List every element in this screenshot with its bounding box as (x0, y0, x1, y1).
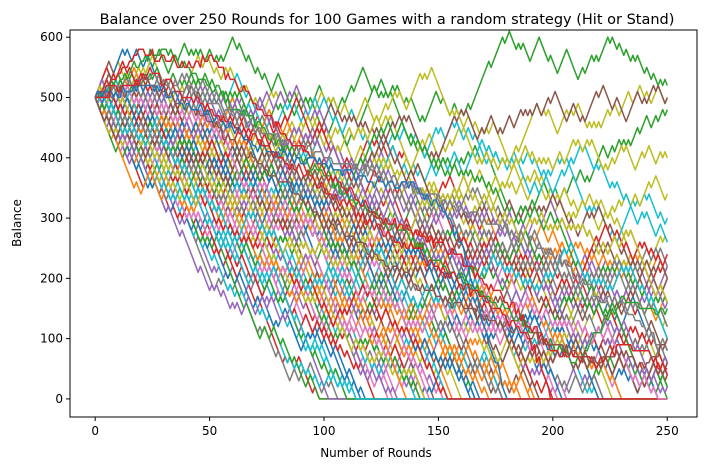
y-tick-label: 100 (40, 332, 63, 346)
y-tick-label: 200 (40, 271, 63, 285)
y-tick-label: 400 (40, 151, 63, 165)
series-line-highlight (95, 72, 669, 351)
series-line (94, 97, 669, 388)
plot-frame (69, 29, 698, 418)
series-line (94, 84, 668, 400)
chart-title: Balance over 250 Rounds for 100 Games wi… (100, 12, 675, 28)
series-line (94, 36, 669, 225)
series-line (94, 96, 669, 382)
y-tick-label: 600 (40, 30, 63, 44)
x-axis: 0 50 100 150 200 250 (91, 417, 679, 438)
x-tick-label: 200 (541, 424, 564, 438)
x-tick-label: 50 (202, 424, 217, 438)
series-line (94, 66, 669, 310)
x-tick-label: 150 (427, 424, 450, 438)
series-layer (94, 30, 669, 400)
x-tick-label: 100 (313, 424, 336, 438)
y-tick-label: 500 (40, 91, 63, 105)
y-tick-label: 300 (40, 211, 63, 225)
x-tick-label: 0 (91, 424, 99, 438)
series-line-highlight (95, 66, 553, 400)
series-line (94, 90, 669, 339)
y-tick-label: 0 (55, 392, 63, 406)
y-axis: 0 100 200 300 400 500 600 (40, 30, 70, 406)
x-axis-label: Number of Rounds (320, 446, 432, 460)
y-axis-label: Balance (10, 199, 24, 247)
x-tick-label: 250 (656, 424, 679, 438)
series-line (94, 78, 668, 400)
series-line-highlight (94, 48, 668, 370)
